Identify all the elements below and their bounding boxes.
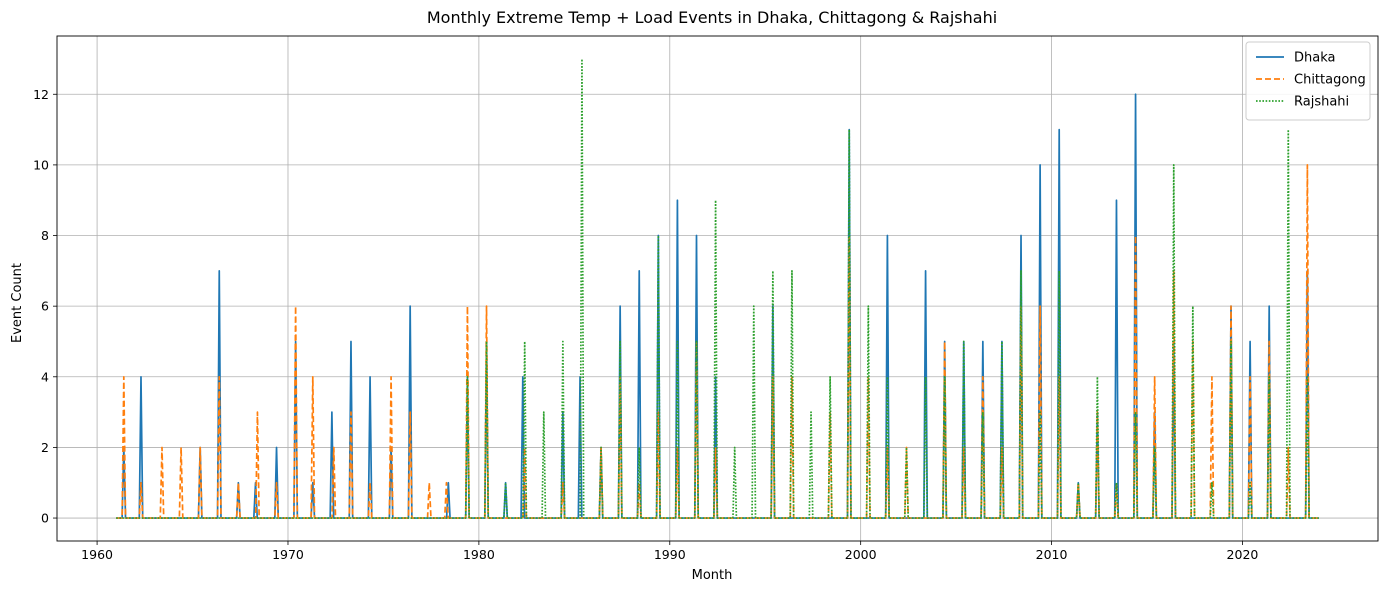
x-tick-label: 2020 (1227, 547, 1259, 562)
y-tick-label: 0 (41, 511, 49, 526)
x-axis-ticks: 1960 1970 1980 1990 2000 2010 2020 (81, 541, 1258, 562)
legend-label: Rajshahi (1294, 95, 1349, 110)
y-tick-label: 12 (33, 87, 49, 102)
series-line-rajshahi (116, 58, 1319, 519)
series-lines (116, 58, 1319, 519)
x-tick-label: 1970 (272, 547, 304, 562)
chart-title: Monthly Extreme Temp + Load Events in Dh… (427, 8, 997, 27)
x-tick-label: 2000 (845, 547, 877, 562)
x-tick-label: 1980 (463, 547, 495, 562)
grid (57, 36, 1378, 541)
y-tick-label: 10 (33, 157, 49, 172)
x-tick-label: 1990 (654, 547, 686, 562)
x-axis-label: Month (692, 568, 733, 583)
legend-label: Chittagong (1294, 73, 1366, 88)
x-tick-label: 2010 (1036, 547, 1068, 562)
y-tick-label: 4 (41, 369, 49, 384)
y-axis-label: Event Count (10, 263, 25, 343)
y-axis-ticks: 0 2 4 6 8 10 12 (33, 87, 57, 526)
x-tick-label: 1960 (81, 547, 113, 562)
y-tick-label: 6 (41, 299, 49, 314)
plot-frame (56, 35, 1379, 542)
legend: Dhaka Chittagong Rajshahi (1245, 41, 1371, 121)
y-tick-label: 8 (41, 228, 49, 243)
legend-label: Dhaka (1294, 51, 1335, 66)
y-tick-label: 2 (41, 440, 49, 455)
legend-box (1245, 41, 1371, 121)
